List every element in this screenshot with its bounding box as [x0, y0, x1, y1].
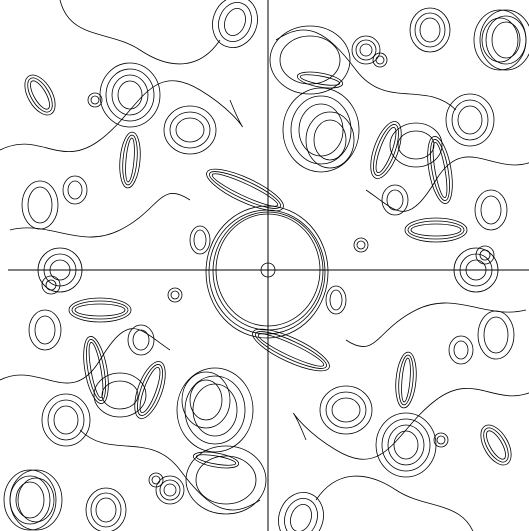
- background: [0, 0, 529, 531]
- contour-plot: [0, 0, 529, 531]
